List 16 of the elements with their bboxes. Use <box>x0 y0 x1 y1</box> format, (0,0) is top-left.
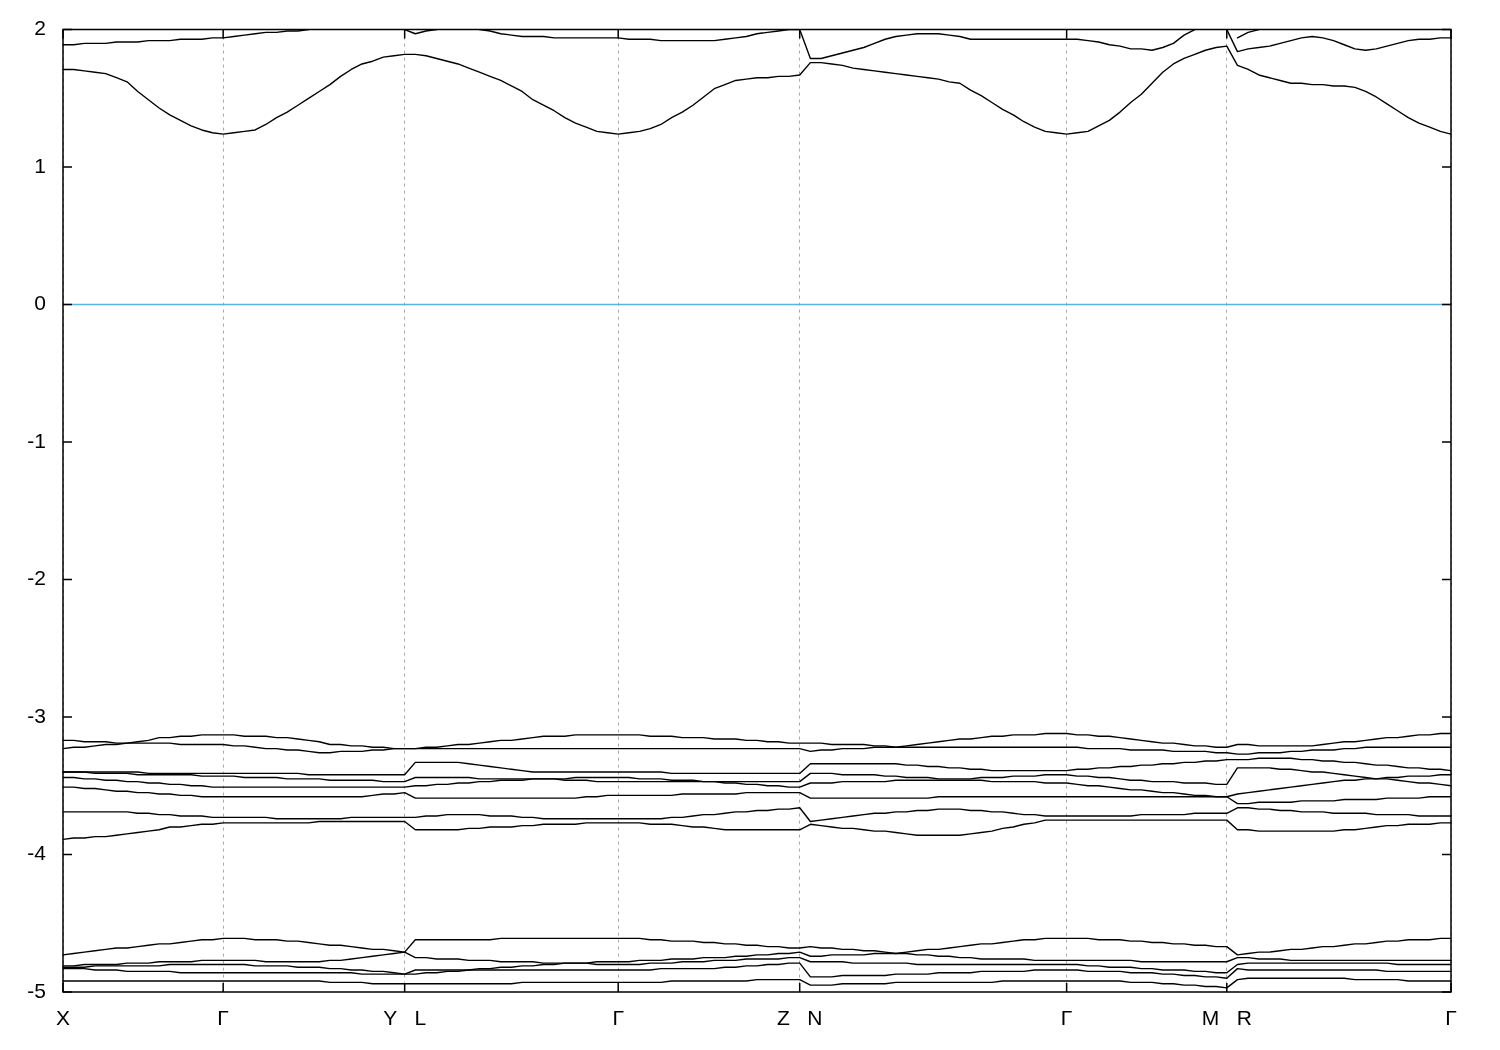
x-tick-label: M R <box>1201 1006 1252 1030</box>
x-tick-label: Γ <box>217 1006 229 1030</box>
y-tick-label: -4 <box>27 841 47 865</box>
y-tick-label: -2 <box>27 566 46 590</box>
x-tick-label: X <box>55 1006 71 1030</box>
x-tick-label: Γ <box>1445 1006 1457 1030</box>
y-tick-label: -3 <box>27 703 46 727</box>
x-tick-label: Z N <box>776 1006 823 1030</box>
y-tick-label: 2 <box>34 16 46 40</box>
x-tick-label: Y L <box>383 1006 427 1030</box>
x-tick-label: Γ <box>1060 1006 1073 1030</box>
x-tick-label: Γ <box>612 1006 624 1030</box>
y-tick-label: -1 <box>27 428 46 452</box>
y-tick-label: 1 <box>34 153 46 177</box>
y-tick-label: 0 <box>34 291 46 315</box>
y-tick-label: -5 <box>27 978 46 1002</box>
